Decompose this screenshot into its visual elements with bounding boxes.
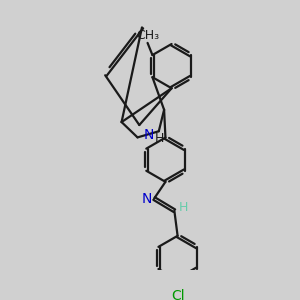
Text: N: N	[142, 192, 152, 206]
Text: CH₃: CH₃	[136, 28, 159, 42]
Text: H: H	[155, 132, 164, 145]
Text: Cl: Cl	[171, 289, 184, 300]
Text: N: N	[143, 128, 154, 142]
Text: H: H	[179, 201, 189, 214]
